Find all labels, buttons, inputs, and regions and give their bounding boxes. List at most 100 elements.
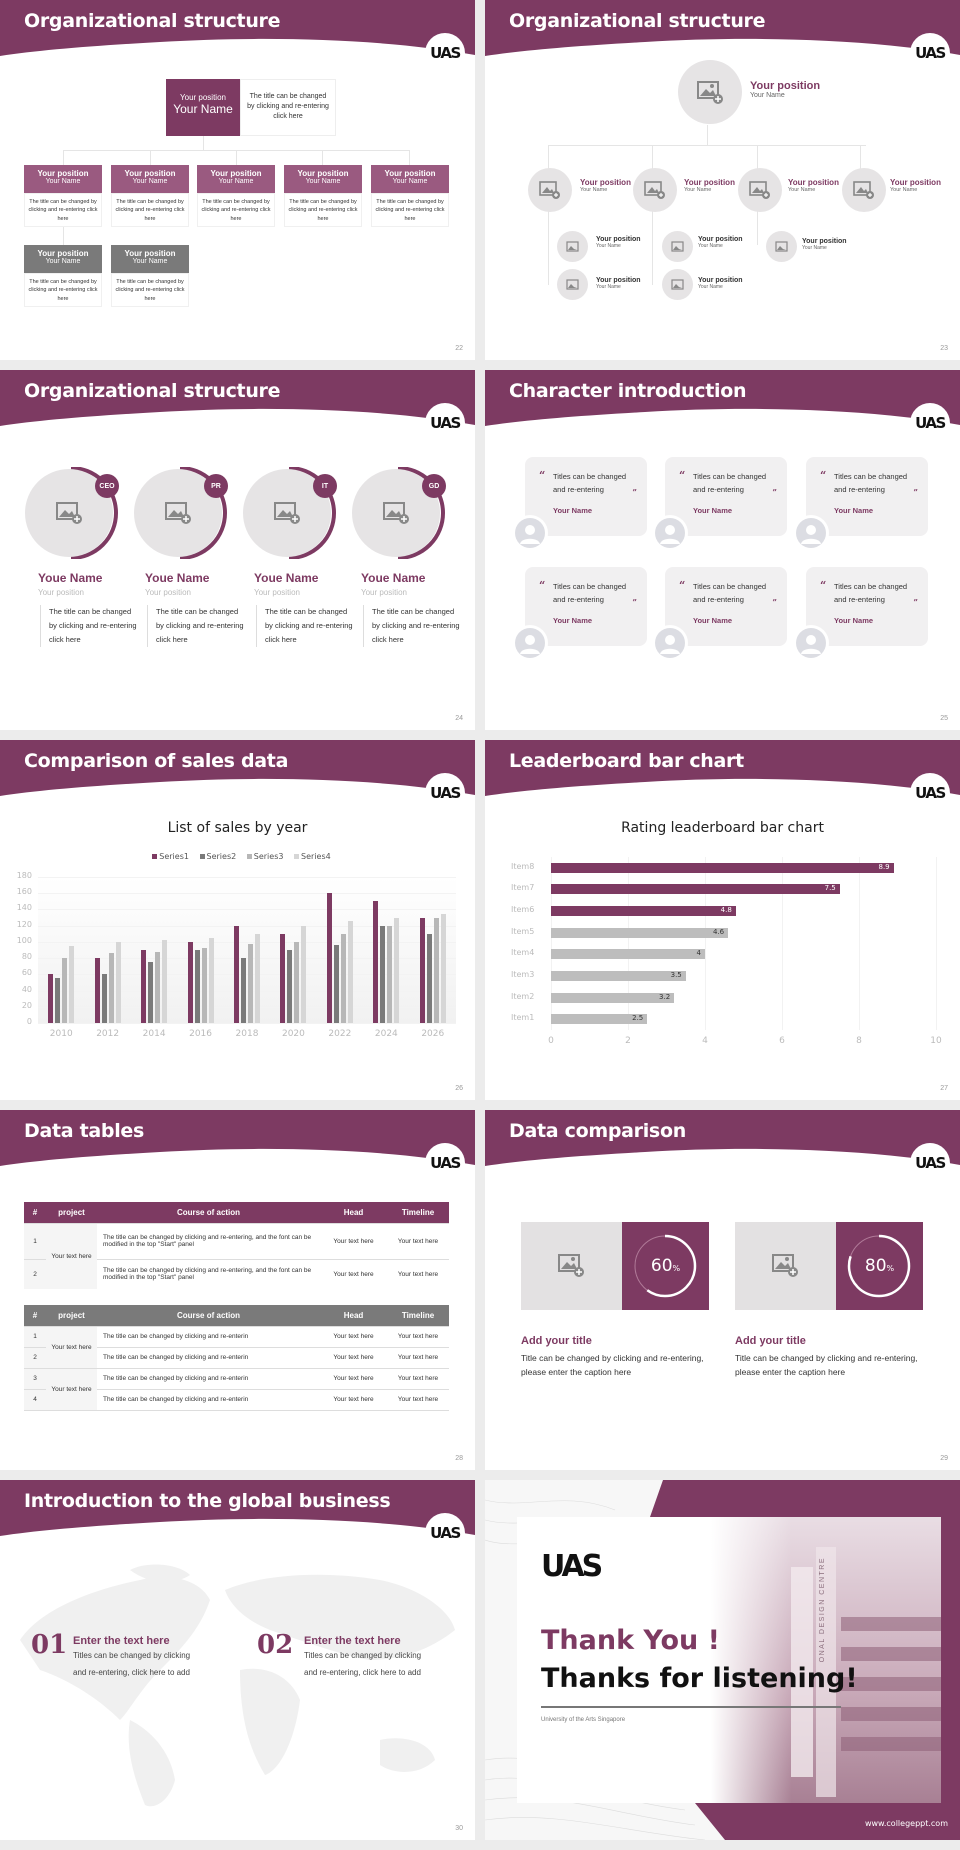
bar: [380, 925, 386, 1023]
image-add-icon: [557, 1254, 584, 1277]
x-tick-label: 2018: [235, 1029, 259, 1039]
member-photo[interactable]: PR: [133, 466, 231, 560]
slide-26[interactable]: Comparison of sales data UAS List of sal…: [0, 740, 475, 1100]
image-placeholder[interactable]: [521, 1222, 622, 1310]
testimonial-card[interactable]: “Titles can be changed and re-entering” Y…: [525, 457, 647, 536]
org-box[interactable]: Your position Your Name The title can be …: [197, 165, 275, 227]
image-add-icon: [539, 181, 560, 199]
bar: [255, 933, 260, 1023]
image-add-icon: [749, 181, 770, 199]
bar: [551, 970, 686, 981]
photo-placeholder-small[interactable]: [662, 231, 693, 262]
member-photo[interactable]: CEO: [24, 466, 122, 560]
member-photo[interactable]: GD: [351, 466, 449, 560]
close-quote-icon: ”: [913, 597, 918, 607]
testimonial-card[interactable]: “Titles can be changed and re-entering” Y…: [806, 567, 928, 646]
org-box[interactable]: Your position Your Name The title can be …: [371, 165, 449, 227]
slide-25[interactable]: Character introduction UAS “Titles can b…: [485, 370, 960, 730]
photo-placeholder[interactable]: [528, 168, 572, 212]
slide-23[interactable]: Organizational structure UAS Your positi…: [485, 0, 960, 360]
bar-value-label: 2.5: [632, 1014, 644, 1023]
bar: [69, 945, 75, 1023]
member-photo[interactable]: IT: [242, 466, 340, 560]
slide-header: Organizational structure: [485, 0, 960, 60]
avatar[interactable]: [512, 625, 548, 661]
close-quote-icon: ”: [913, 487, 918, 497]
bar-value-label: 8.9: [878, 862, 890, 871]
y-tick-label: 80: [21, 952, 32, 962]
bar: [294, 941, 300, 1023]
slide-header: Leaderboard bar chart: [485, 740, 960, 800]
bar: [187, 941, 193, 1023]
org-box-gray[interactable]: Your position Your Name The title can be …: [24, 245, 102, 307]
x-tick-label: 0: [548, 1036, 554, 1046]
photo-placeholder-small[interactable]: [557, 269, 588, 300]
progress-ring: [847, 1234, 911, 1298]
slide-thank-you[interactable]: ONAL DESIGN CENTRE UAS Thank You ! Thank…: [485, 1480, 960, 1840]
photo-placeholder[interactable]: [678, 60, 742, 124]
photo-placeholder[interactable]: [842, 168, 886, 212]
slide-24[interactable]: Organizational structure UAS CEO Youe Na…: [0, 370, 475, 730]
slide-title: Leaderboard bar chart: [509, 750, 744, 772]
item-text: Title can be changed by clicking and re-…: [521, 1353, 704, 1377]
bar-value-label: 4.6: [712, 927, 725, 936]
org-box[interactable]: Your position Your Name The title can be …: [24, 165, 102, 227]
slide-29[interactable]: Data comparison UAS 60% Add your title T…: [485, 1110, 960, 1470]
slide-22[interactable]: Organizational structure UAS Your positi…: [0, 0, 475, 360]
avatar[interactable]: [793, 625, 829, 661]
page-number: 23: [940, 345, 948, 352]
chart-title: List of sales by year: [167, 820, 308, 836]
bar: [333, 945, 339, 1023]
website-url[interactable]: www.collegeppt.com: [864, 1819, 948, 1828]
world-map-background: [20, 1564, 455, 1807]
x-tick-label: 2: [625, 1036, 631, 1046]
avatar[interactable]: [793, 515, 829, 551]
bar: [108, 953, 114, 1023]
bar-value-label: 3.5: [670, 970, 682, 979]
image-placeholder[interactable]: [735, 1222, 836, 1310]
org-box[interactable]: Your position Your Name The title can be …: [284, 165, 362, 227]
bar: [115, 941, 121, 1023]
photo-placeholder-small[interactable]: [766, 231, 797, 262]
badge: PR: [204, 474, 228, 498]
photo-placeholder-small[interactable]: [557, 231, 588, 262]
photo-placeholder[interactable]: [738, 168, 782, 212]
table-row: 2 The title can be changed by clicking a…: [24, 1258, 449, 1289]
bar: [347, 920, 353, 1023]
open-quote-icon: “: [679, 579, 686, 592]
slide-28[interactable]: Data tables UAS # project Course of acti…: [0, 1110, 475, 1470]
column-chart: 0 20 40 60 80 100 120 140 160 180 2010 2012 2014 2016…: [0, 740, 475, 1100]
bar-value-label: 7.5: [824, 884, 836, 893]
slide-27[interactable]: Leaderboard bar chart UAS Rating leaderb…: [485, 740, 960, 1100]
bar: [419, 917, 425, 1023]
member-info: Youe Name Your position The title can be…: [38, 571, 138, 647]
uas-logo: UAS: [425, 403, 465, 443]
avatar[interactable]: [652, 515, 688, 551]
top-position-box[interactable]: Your position Your Name: [166, 79, 240, 136]
x-tick-label: 2026: [421, 1029, 445, 1039]
photo-placeholder-small[interactable]: [662, 269, 693, 300]
org-box-gray[interactable]: Your position Your Name The title can be …: [111, 245, 189, 307]
avatar[interactable]: [652, 625, 688, 661]
image-add-icon: [565, 240, 579, 252]
badge: CEO: [95, 474, 119, 498]
uas-logo: UAS: [910, 403, 950, 443]
org-box[interactable]: Your position Your Name The title can be …: [111, 165, 189, 227]
photo-placeholder[interactable]: [633, 168, 677, 212]
slide-30[interactable]: Introduction to the global business UAS …: [0, 1480, 475, 1840]
y-tick-label: 0: [26, 1017, 32, 1026]
page-number: 26: [455, 1085, 463, 1092]
page-number: 24: [455, 715, 463, 722]
slide-title: Organizational structure: [509, 10, 766, 32]
progress-ring: [633, 1234, 697, 1298]
avatar[interactable]: [512, 515, 548, 551]
slide-title: Organizational structure: [24, 10, 281, 32]
bar: [551, 949, 705, 960]
slide-header: Introduction to the global business: [0, 1480, 475, 1540]
y-tick-label: 160: [16, 887, 32, 897]
user-icon: [801, 525, 821, 544]
item-title: Enter the text here: [304, 1635, 401, 1647]
content-card: ONAL DESIGN CENTRE UAS Thank You ! Thank…: [517, 1517, 941, 1803]
x-tick-label: 8: [856, 1036, 862, 1046]
top-description: The title can be changed by clicking and…: [240, 79, 336, 136]
